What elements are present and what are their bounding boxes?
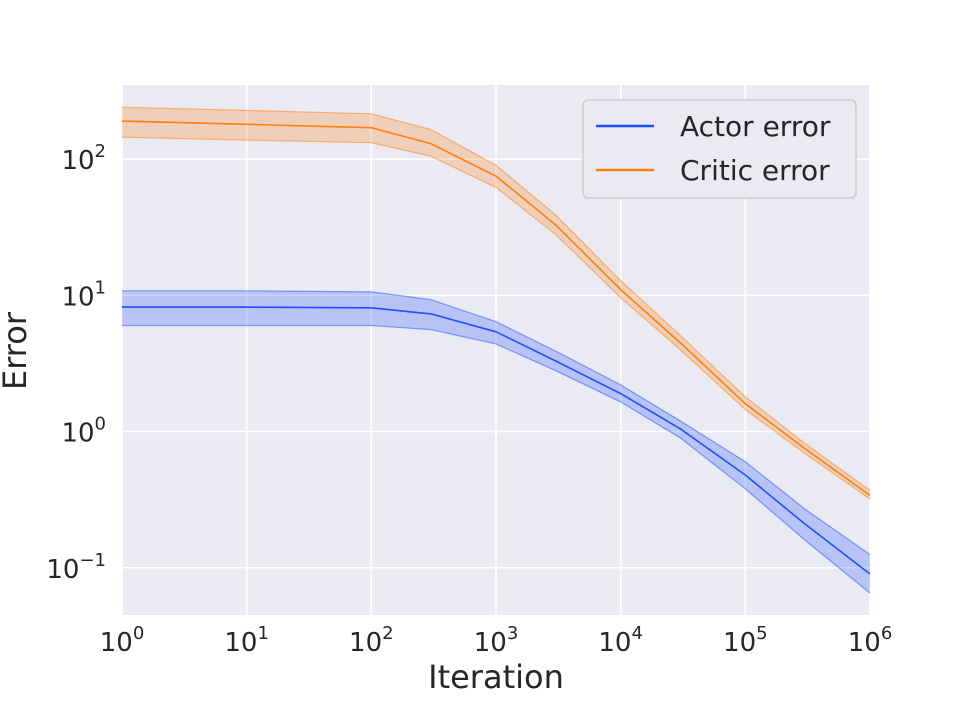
y-tick-label: 101 — [61, 277, 106, 312]
x-tick-labels: 100 101 102 103 104 105 106 — [100, 623, 893, 658]
actor-error-band — [122, 290, 870, 594]
x-tick-label: 103 — [474, 623, 519, 658]
critic-error-band — [122, 107, 870, 500]
actor-error-band-upper-edge — [122, 290, 871, 556]
critic-error-band-upper-edge — [121, 106, 871, 491]
y-tick-labels: 10−1 100 101 102 — [46, 141, 106, 585]
y-axis-label: Error — [0, 311, 34, 390]
y-tick-label: 10−1 — [46, 550, 106, 585]
x-axis-label: Iteration — [428, 658, 564, 696]
x-tick-label: 102 — [349, 623, 394, 658]
critic-error-band-lower-edge — [121, 136, 871, 500]
legend-label-actor: Actor error — [680, 110, 831, 143]
legend: Actor error Critic error — [582, 99, 857, 199]
x-tick-label: 105 — [723, 623, 768, 658]
x-tick-label: 100 — [100, 623, 145, 658]
y-tick-label: 102 — [61, 141, 106, 176]
x-tick-label: 104 — [598, 623, 643, 658]
x-tick-label: 106 — [848, 623, 893, 658]
legend-box — [582, 99, 857, 199]
series-lines — [121, 120, 871, 575]
confidence-bands — [121, 106, 871, 594]
actor-error-band-lower-edge — [122, 324, 871, 594]
critic-error-line — [121, 120, 871, 497]
x-tick-label: 101 — [224, 623, 269, 658]
actor-error-line — [122, 306, 871, 575]
legend-label-critic: Critic error — [680, 154, 830, 187]
y-tick-label: 100 — [61, 414, 106, 449]
